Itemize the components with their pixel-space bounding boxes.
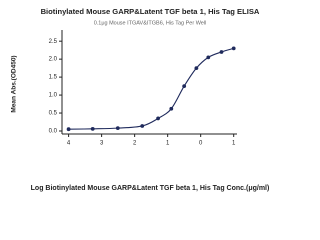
chart-title: Biotinylated Mouse GARP&Latent TGF beta … <box>41 7 260 16</box>
marker <box>169 106 174 111</box>
x-tick-label: 1 <box>232 141 236 147</box>
x-tick-label: 0 <box>199 141 203 147</box>
x-axis-label: Log Biotinylated Mouse GARP&Latent TGF b… <box>31 185 270 192</box>
y-axis-label: Mean Abs.(OD450) <box>11 55 18 112</box>
y-tick-label: 1.0 <box>49 93 58 99</box>
x-tick-label: 1 <box>166 141 170 147</box>
line <box>68 47 234 130</box>
marker <box>194 66 199 71</box>
marker <box>231 46 236 51</box>
chart: Biotinylated Mouse GARP&Latent TGF beta … <box>11 7 270 192</box>
marker <box>115 126 120 131</box>
marker <box>66 127 71 132</box>
marker <box>206 55 211 60</box>
y-tick-label: 2.5 <box>49 39 58 45</box>
marker <box>90 126 95 131</box>
x-tick-label: 4 <box>67 141 71 147</box>
chart-subtitle: 0.1μg Mouse ITGAV&ITGB6, His Tag Per Wel… <box>94 20 207 26</box>
marker <box>219 50 224 54</box>
y-tick-label: 2.0 <box>49 57 58 63</box>
marker <box>140 124 145 128</box>
y-tick-label: 1.5 <box>49 75 58 81</box>
x-tick-label: 2 <box>133 141 137 147</box>
y-tick-label: 0.5 <box>49 111 58 117</box>
marker <box>156 116 160 121</box>
marker <box>182 84 187 88</box>
x-tick-label: 3 <box>100 141 104 147</box>
y-tick-label: 0.0 <box>49 129 58 135</box>
